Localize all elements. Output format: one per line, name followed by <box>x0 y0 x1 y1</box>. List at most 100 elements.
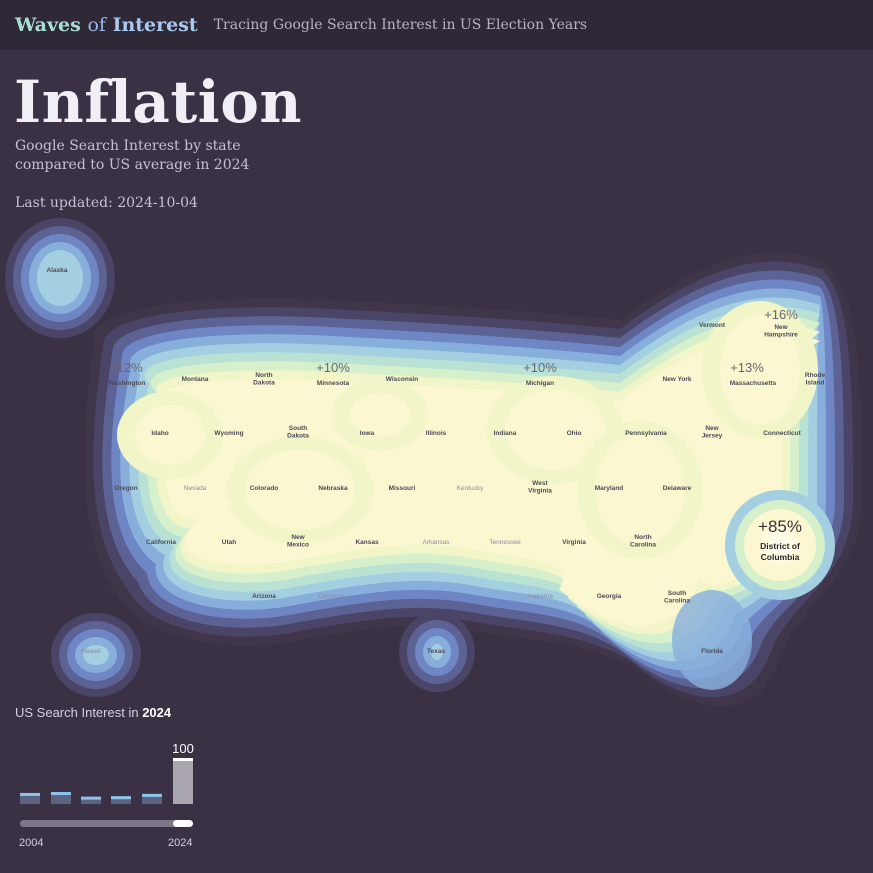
contour-core <box>505 390 605 470</box>
year-slider-track[interactable] <box>20 820 193 827</box>
state-label-delaware: Delaware <box>663 485 692 492</box>
top-bar: Waves of Interest Tracing Google Search … <box>0 0 873 50</box>
year-bar-2020[interactable] <box>142 793 162 804</box>
state-label-south-carolina: South Carolina <box>664 590 690 605</box>
state-label-new-jersey: New Jersey <box>702 425 723 440</box>
state-label-north-dakota: North Dakota <box>253 372 275 387</box>
contour-island <box>83 645 109 665</box>
state-label-tennessee: Tennessee <box>489 539 521 546</box>
state-label-north-carolina: North Carolina <box>630 534 656 549</box>
state-label-oklahoma: Oklahoma <box>318 593 348 600</box>
state-label-wisconsin: Wisconsin <box>386 376 418 383</box>
state-labels: Alaska Maine Vermont New Hampshire Washington… <box>47 267 826 655</box>
state-label-michigan: Michigan <box>526 380 554 387</box>
dc-label: District of Columbia <box>760 541 800 562</box>
contour-florida <box>672 590 752 690</box>
brand-word-of: of <box>87 14 106 36</box>
state-label-texas: Texas <box>427 648 445 655</box>
brand-word-waves: Waves <box>15 14 81 36</box>
year-bar-cap <box>51 792 71 796</box>
state-label-kentucky: Kentucky <box>457 485 484 492</box>
callout-new-hampshire: +16% <box>764 307 798 322</box>
subtitle-line-2: compared to US average in 2024 <box>15 157 250 173</box>
state-label-georgia: Georgia <box>597 593 622 600</box>
year-bar-2008[interactable] <box>51 792 71 804</box>
state-label-illinois: Illinois <box>426 430 447 437</box>
dc-hotspot <box>725 490 835 600</box>
callout-minnesota: +10% <box>316 360 350 375</box>
state-label-oregon: Oregon <box>114 485 137 492</box>
timeline-title-year: 2024 <box>142 705 172 720</box>
callout-washington: +12% <box>109 360 143 375</box>
state-label-arizona: Arizona <box>252 593 276 600</box>
state-label-west-virginia: West Virginia <box>528 480 552 495</box>
year-bar-cap <box>173 758 193 761</box>
year-bar-2012[interactable] <box>81 796 101 804</box>
state-label-florida: Florida <box>701 648 723 655</box>
state-label-maine: Maine <box>806 267 825 274</box>
site-logo[interactable]: Waves of Interest <box>15 14 198 36</box>
year-bar-2024[interactable] <box>173 758 193 804</box>
state-label-minnesota: Minnesota <box>317 380 350 387</box>
state-interest-map[interactable]: Alaska Maine Vermont New Hampshire Washington… <box>0 200 873 740</box>
state-label-hawaii: Hawaii <box>81 648 101 655</box>
state-label-massachusetts: Massachusetts <box>730 380 777 387</box>
state-label-pennsylvania: Pennsylvania <box>625 430 667 437</box>
slider-end-label: 2024 <box>168 837 192 849</box>
contour-core <box>595 435 685 545</box>
state-label-new-mexico: New Mexico <box>287 534 309 549</box>
year-bar-2004[interactable] <box>20 792 40 804</box>
timeline-title: US Search Interest in 2024 <box>15 705 171 720</box>
state-label-new-york: New York <box>662 376 691 383</box>
value-callouts: +12% +10% +10% +16% +13% +85% District of Colum… <box>109 307 802 562</box>
state-label-idaho: Idaho <box>151 430 168 437</box>
state-label-connecticut: Connecticut <box>763 430 801 437</box>
state-label-missouri: Missouri <box>389 485 416 492</box>
dc-core <box>752 517 808 573</box>
state-label-maryland: Maryland <box>595 485 624 492</box>
topic-title: Inflation <box>14 68 303 136</box>
state-label-montana: Montana <box>182 376 209 383</box>
subtitle-line-1: Google Search Interest by state <box>15 138 241 154</box>
state-label-virginia: Virginia <box>562 539 586 546</box>
site-tagline: Tracing Google Search Interest in US Ele… <box>213 17 588 33</box>
year-slider-handle[interactable] <box>173 820 193 827</box>
interest-contours <box>5 218 862 707</box>
map-subtitle: Google Search Interest by state compared… <box>15 137 255 175</box>
state-label-colorado: Colorado <box>250 485 279 492</box>
timeline-title-prefix: US Search Interest in <box>15 705 139 720</box>
state-label-nevada: Nevada <box>184 485 207 492</box>
year-bar-cap <box>20 792 40 796</box>
callout-massachusetts: +13% <box>730 360 764 375</box>
state-label-rhode-island: Rhode Island <box>805 372 826 387</box>
contour-island <box>431 644 443 660</box>
contour-core <box>135 405 205 465</box>
year-bar-cap <box>111 796 131 800</box>
state-label-utah: Utah <box>222 539 236 546</box>
year-bar-cap <box>81 796 101 800</box>
callout-michigan: +10% <box>523 360 557 375</box>
state-label-alabama: Alabama <box>527 593 553 600</box>
year-timeline[interactable]: 100 2004 2024 <box>0 735 220 855</box>
state-label-south-dakota: South Dakota <box>287 425 309 440</box>
state-label-wyoming: Wyoming <box>214 430 243 437</box>
state-label-ohio: Ohio <box>567 430 582 437</box>
state-label-kansas: Kansas <box>355 539 379 546</box>
contour-island <box>37 250 83 306</box>
contour-core <box>350 393 410 437</box>
state-label-iowa: Iowa <box>360 430 375 437</box>
state-label-washington: Washington <box>109 380 146 387</box>
slider-start-label: 2004 <box>19 837 43 849</box>
contour-core <box>720 315 800 425</box>
state-label-nebraska: Nebraska <box>318 485 348 492</box>
callout-district-of-columbia: +85% <box>758 517 802 536</box>
state-label-new-hampshire: New Hampshire <box>764 324 798 339</box>
year-bar-2016[interactable] <box>111 796 131 804</box>
selected-value-label: 100 <box>172 741 194 756</box>
state-label-vermont: Vermont <box>699 322 726 329</box>
state-label-alaska: Alaska <box>47 267 68 274</box>
state-label-indiana: Indiana <box>494 430 517 437</box>
state-label-arkansas: Arkansas <box>422 539 450 546</box>
contour-core <box>245 450 355 530</box>
year-bar-cap <box>142 793 162 797</box>
